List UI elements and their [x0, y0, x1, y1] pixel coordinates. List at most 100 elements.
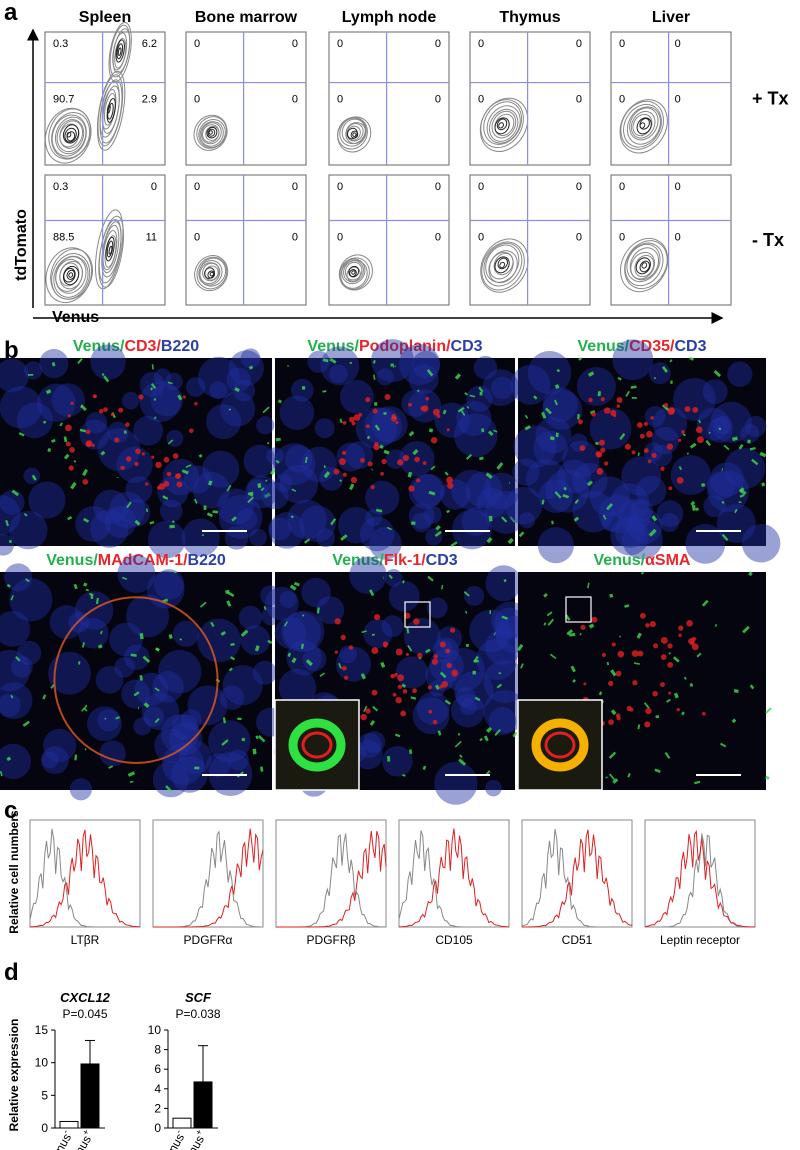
green-signal	[643, 702, 650, 709]
blue-signal	[707, 470, 749, 513]
blue-signal	[266, 447, 284, 465]
red-signal	[141, 452, 145, 456]
green-signal	[587, 582, 590, 589]
green-signal	[518, 531, 525, 538]
green-signal	[228, 667, 233, 672]
blue-signal	[316, 596, 345, 625]
contour	[346, 125, 361, 141]
contour	[115, 39, 125, 63]
red-signal	[353, 414, 361, 421]
green-signal	[154, 687, 160, 692]
image-title: Venus/Podoplanin/CD3	[307, 338, 482, 355]
green-signal	[678, 465, 683, 471]
blue-signal	[23, 467, 41, 485]
green-signal	[104, 717, 107, 720]
quadrant-value: 0	[292, 181, 298, 193]
contour	[481, 241, 525, 291]
green-signal	[133, 691, 140, 697]
green-signal	[95, 597, 99, 605]
green-signal	[625, 390, 631, 397]
green-signal	[173, 570, 177, 574]
blue-signal	[206, 403, 242, 440]
quadrant-value: 0	[619, 94, 625, 106]
flow-plot: 0 0 0 0	[185, 31, 307, 166]
blue-signal	[178, 740, 212, 774]
green-signal	[83, 517, 90, 523]
green-signal	[291, 488, 297, 492]
green-signal	[369, 589, 375, 597]
green-signal	[340, 534, 348, 541]
blue-signal	[618, 499, 652, 533]
red-signal	[446, 662, 452, 669]
red-signal	[65, 441, 71, 447]
blue-signal	[281, 612, 321, 652]
green-signal	[689, 682, 694, 687]
contour	[51, 114, 87, 157]
blue-signal	[279, 590, 297, 608]
blue-signal	[707, 417, 733, 443]
green-signal	[516, 643, 524, 652]
marker-label: Leptin receptor	[660, 933, 740, 947]
quadrant-value: 2.9	[142, 94, 157, 106]
column-header: Bone marrow	[195, 9, 298, 26]
red-signal	[172, 453, 179, 459]
red-signal	[446, 476, 454, 484]
green-signal	[483, 735, 489, 742]
red-signal	[380, 471, 385, 476]
green-signal	[731, 436, 738, 442]
blue-signal	[236, 508, 258, 530]
blue-signal	[469, 609, 512, 653]
panel-label: d	[4, 959, 19, 986]
green-signal	[100, 630, 103, 635]
green-signal	[83, 708, 88, 712]
title-segment: Venus/	[594, 552, 646, 569]
green-signal	[654, 768, 661, 773]
blue-signal	[504, 486, 543, 525]
green-signal	[602, 514, 607, 520]
blue-signal	[153, 368, 172, 386]
blue-signal	[240, 625, 271, 656]
contour	[114, 38, 127, 69]
green-signal	[556, 368, 561, 373]
contour	[491, 110, 517, 139]
green-signal	[230, 656, 236, 661]
blue-signal	[284, 445, 313, 473]
blue-signal	[0, 494, 21, 536]
blue-signal	[87, 706, 122, 742]
panel-label: b	[4, 337, 19, 364]
green-signal	[386, 526, 392, 531]
blue-signal	[455, 687, 476, 707]
green-signal	[349, 483, 355, 491]
contour	[200, 122, 222, 145]
green-signal	[696, 652, 702, 658]
histogram-curve	[398, 828, 510, 928]
green-signal	[469, 394, 476, 398]
contour	[639, 260, 650, 273]
column-header: Spleen	[79, 9, 131, 26]
plot-frame	[521, 819, 633, 928]
green-signal	[63, 453, 70, 460]
green-signal	[388, 574, 393, 580]
red-signal	[341, 450, 347, 456]
contour	[498, 122, 504, 129]
green-signal	[437, 730, 442, 736]
green-signal	[574, 499, 579, 504]
green-signal	[554, 399, 558, 406]
contour	[483, 242, 523, 287]
green-signal	[541, 499, 545, 505]
blue-signal	[357, 733, 382, 758]
blue-signal	[252, 660, 277, 685]
green-signal	[402, 774, 406, 777]
green-signal	[330, 518, 337, 526]
red-signal	[681, 430, 685, 434]
green-signal	[543, 622, 547, 626]
green-signal	[610, 709, 617, 716]
green-signal	[609, 593, 614, 598]
red-signal	[365, 424, 370, 429]
green-signal	[547, 618, 555, 626]
image-title: Venus/MAdCAM-1/B220	[46, 552, 226, 569]
green-signal	[153, 416, 157, 420]
red-signal	[631, 450, 636, 455]
green-signal	[426, 369, 434, 377]
red-signal	[608, 680, 614, 687]
